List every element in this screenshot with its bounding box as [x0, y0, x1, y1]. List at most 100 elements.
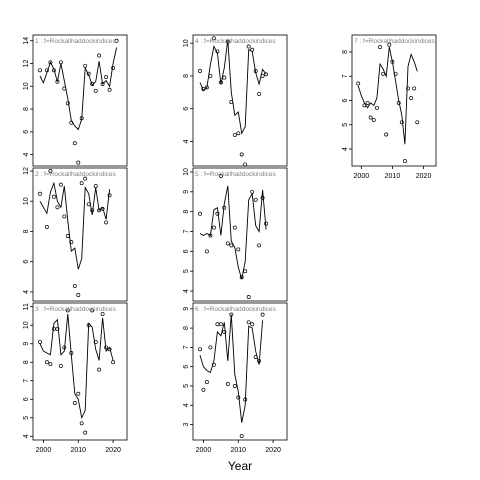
- y-tick-label: 7: [342, 74, 349, 78]
- y-tick-label: 5: [342, 123, 349, 127]
- data-point: [90, 82, 95, 86]
- data-point: [79, 181, 84, 186]
- data-point: [406, 86, 410, 91]
- data-point: [239, 434, 244, 439]
- data-point: [58, 60, 63, 65]
- data-point: [232, 384, 237, 388]
- data-point: [229, 243, 234, 248]
- y-tick-label: 8: [23, 229, 30, 233]
- data-point: [409, 96, 414, 101]
- data-point: [107, 193, 112, 198]
- data-point: [107, 87, 112, 92]
- x-tick-label: 2010: [230, 447, 246, 454]
- y-tick-label: 7: [183, 229, 190, 233]
- data-point: [218, 173, 223, 178]
- data-point: [243, 269, 248, 274]
- data-point: [97, 367, 102, 372]
- y-tick-label: 8: [183, 326, 190, 330]
- y-tick-label: 9: [23, 342, 30, 346]
- data-point: [100, 206, 105, 211]
- data-point: [257, 358, 262, 363]
- data-point: [44, 68, 49, 73]
- data-point: [225, 39, 230, 44]
- data-point: [225, 241, 230, 246]
- data-point: [356, 81, 361, 86]
- x-tick-label: 2000: [354, 173, 370, 180]
- data-point: [38, 68, 42, 73]
- data-point: [215, 322, 220, 327]
- y-tick-label: 6: [23, 260, 30, 264]
- data-point: [69, 351, 74, 355]
- x-tick-label: 2010: [385, 173, 401, 180]
- data-point: [264, 221, 269, 226]
- data-point: [55, 205, 60, 210]
- data-point: [257, 91, 262, 96]
- data-point: [55, 326, 60, 331]
- data-point: [72, 141, 77, 146]
- data-point: [365, 100, 370, 105]
- data-point: [236, 395, 241, 400]
- data-point: [104, 345, 109, 350]
- y-tick-label: 10: [23, 197, 30, 205]
- data-point: [211, 225, 216, 230]
- data-point: [229, 312, 234, 317]
- y-tick-label: 9: [183, 190, 190, 194]
- data-point: [65, 101, 70, 106]
- y-tick-label: 4: [183, 139, 190, 143]
- fitted-line: [199, 314, 264, 423]
- data-point: [83, 176, 88, 181]
- data-point: [201, 87, 206, 91]
- data-point: [246, 44, 251, 49]
- data-point: [104, 75, 109, 80]
- data-point: [396, 100, 401, 105]
- data-point: [208, 345, 213, 350]
- y-tick-label: 5: [183, 384, 190, 388]
- data-point: [393, 71, 398, 76]
- data-point: [399, 120, 404, 125]
- data-point: [90, 208, 95, 213]
- data-point: [86, 71, 91, 76]
- data-point: [246, 295, 251, 299]
- data-point: [65, 308, 70, 313]
- data-point: [93, 339, 98, 344]
- y-tick-label: 4: [23, 434, 30, 438]
- panel-label: 3 : f=Rockallhaddockindices: [35, 306, 117, 313]
- data-point: [218, 80, 223, 85]
- y-tick-label: 6: [23, 397, 30, 401]
- panel-3: 4 5 6 7 8 9 10 11 2000 2010 2020 3 : f=Rockallhaddo…: [23, 302, 128, 454]
- data-point: [211, 36, 216, 41]
- y-tick-label: 4: [23, 290, 30, 294]
- y-tick-label: 4: [183, 403, 190, 407]
- x-tick-label: 2000: [196, 447, 212, 454]
- y-tick-label: 10: [23, 321, 30, 329]
- data-point: [260, 195, 265, 200]
- data-point: [114, 38, 119, 43]
- data-point: [90, 308, 95, 313]
- panel-label: 2 : f=Rockallhaddockindices: [35, 171, 117, 178]
- y-tick-label: 6: [183, 107, 190, 111]
- data-point: [250, 189, 255, 194]
- fitted-line: [39, 314, 114, 420]
- data-point: [111, 66, 116, 70]
- data-point: [387, 42, 392, 47]
- x-tick-label: 2010: [70, 447, 86, 454]
- y-tick-label: 3: [183, 423, 190, 427]
- panel-frame: [192, 167, 288, 302]
- data-point: [239, 275, 244, 280]
- data-point: [236, 131, 241, 136]
- data-point: [76, 293, 81, 297]
- data-point: [229, 100, 234, 105]
- data-point: [93, 184, 98, 189]
- data-point: [243, 162, 248, 167]
- data-point: [62, 214, 67, 219]
- panel-frame: [32, 167, 128, 302]
- data-point: [232, 132, 237, 137]
- data-point: [208, 73, 213, 78]
- data-point: [204, 85, 209, 90]
- data-point: [239, 152, 244, 157]
- data-point: [65, 234, 70, 238]
- y-tick-label: 8: [183, 74, 190, 78]
- y-tick-label: 10: [23, 82, 30, 90]
- y-tick-label: 5: [23, 416, 30, 420]
- y-tick-label: 8: [23, 107, 30, 111]
